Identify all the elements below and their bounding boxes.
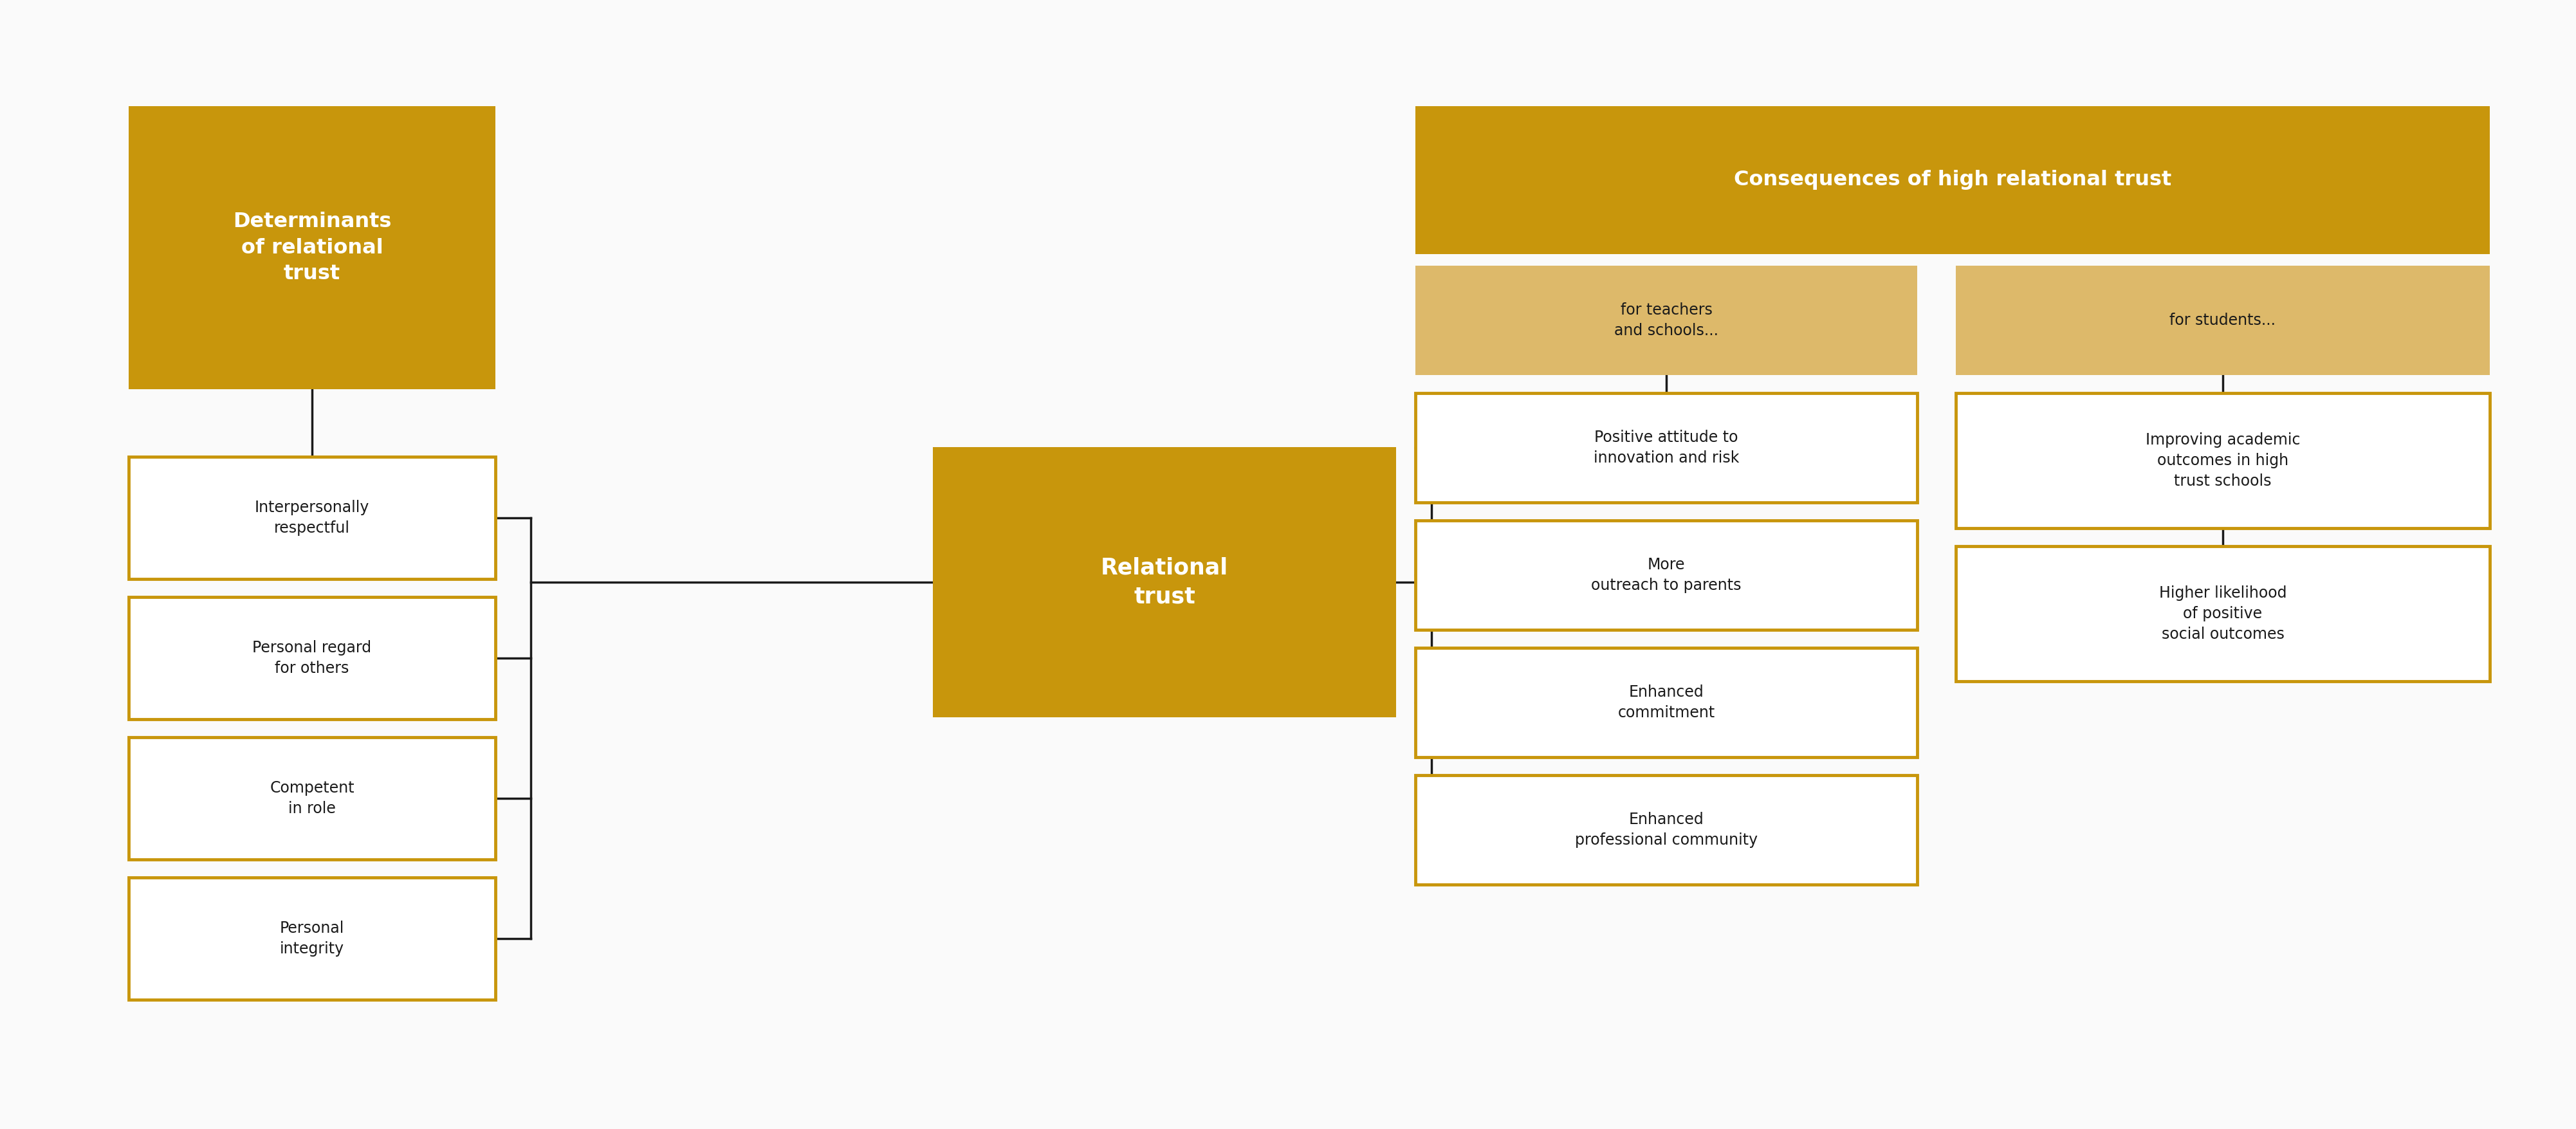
Text: Enhanced
professional community: Enhanced professional community [1574,812,1757,848]
FancyBboxPatch shape [1414,106,2488,254]
Text: Higher likelihood
of positive
social outcomes: Higher likelihood of positive social out… [2159,586,2285,641]
FancyBboxPatch shape [129,457,495,579]
Text: Determinants
of relational
trust: Determinants of relational trust [232,211,392,283]
Text: for students...: for students... [2169,313,2275,329]
FancyBboxPatch shape [1955,265,2488,375]
Text: Enhanced
commitment: Enhanced commitment [1618,684,1716,720]
FancyBboxPatch shape [933,447,1396,717]
FancyBboxPatch shape [1414,776,1917,884]
FancyBboxPatch shape [1955,393,2488,528]
FancyBboxPatch shape [129,877,495,999]
FancyBboxPatch shape [1414,520,1917,630]
Text: Competent
in role: Competent in role [270,780,355,816]
Text: for teachers
and schools...: for teachers and schools... [1613,303,1718,339]
Text: Interpersonally
respectful: Interpersonally respectful [255,500,368,536]
Text: Improving academic
outcomes in high
trust schools: Improving academic outcomes in high trus… [2146,432,2300,489]
FancyBboxPatch shape [1414,393,1917,502]
Text: Consequences of high relational trust: Consequences of high relational trust [1734,170,2172,190]
Text: Relational
trust: Relational trust [1100,557,1229,607]
FancyBboxPatch shape [1414,648,1917,758]
FancyBboxPatch shape [129,597,495,719]
Text: Positive attitude to
innovation and risk: Positive attitude to innovation and risk [1592,430,1739,465]
Text: Personal regard
for others: Personal regard for others [252,640,371,676]
FancyBboxPatch shape [1955,546,2488,681]
FancyBboxPatch shape [129,737,495,859]
FancyBboxPatch shape [1414,265,1917,375]
FancyBboxPatch shape [129,106,495,390]
Text: More
outreach to parents: More outreach to parents [1592,558,1741,593]
Text: Personal
integrity: Personal integrity [281,920,345,956]
